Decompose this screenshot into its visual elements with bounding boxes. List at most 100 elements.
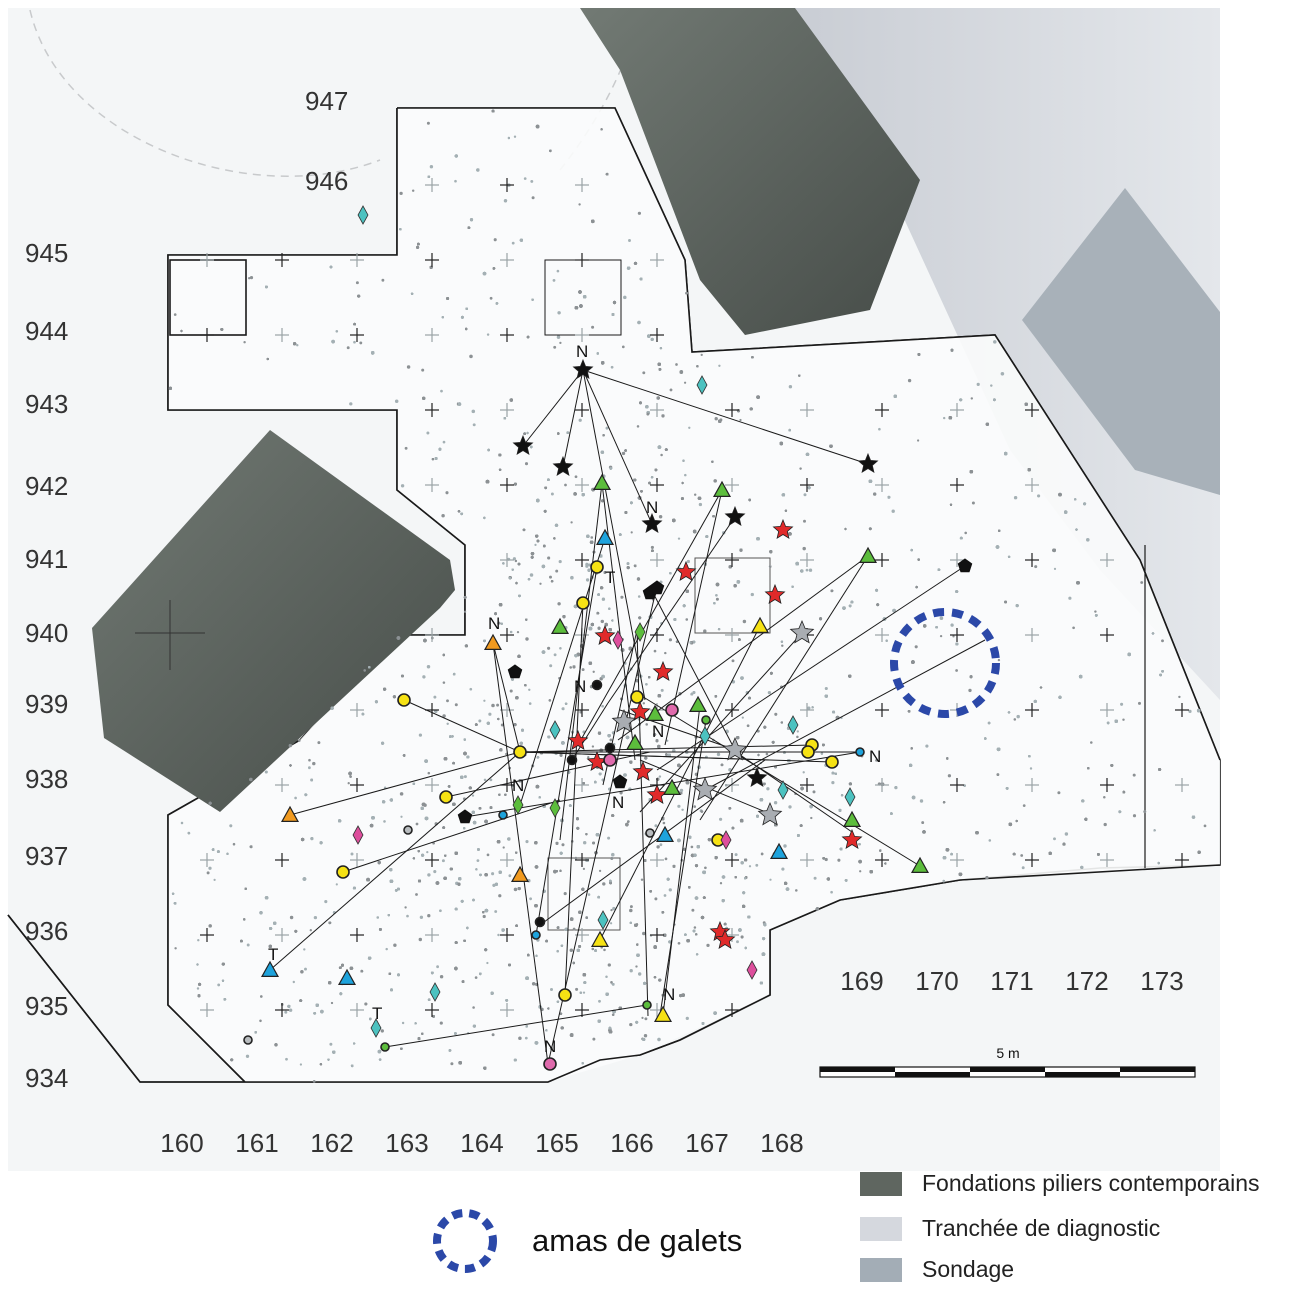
debris-dot [988, 839, 992, 842]
debris-dot [534, 543, 537, 547]
debris-dot [511, 241, 515, 245]
debris-dot [813, 876, 817, 880]
debris-dot [704, 866, 707, 870]
debris-dot [996, 773, 1000, 777]
debris-dot [621, 345, 625, 349]
debris-dot [666, 739, 669, 742]
debris-dot [1188, 709, 1192, 714]
debris-dot [415, 893, 418, 896]
debris-dot [559, 647, 562, 650]
debris-dot [248, 277, 251, 280]
debris-dot [916, 439, 920, 442]
debris-dot [638, 972, 642, 976]
debris-dot [698, 502, 703, 507]
debris-dot [528, 702, 532, 705]
debris-dot [581, 668, 585, 672]
debris-dot [742, 619, 747, 624]
foundation-pillar [92, 430, 455, 812]
debris-dot [411, 189, 415, 192]
debris-dot [173, 313, 177, 316]
debris-dot [208, 924, 212, 928]
debris-dot [294, 796, 297, 800]
debris-dot [433, 695, 437, 699]
debris-dot [621, 451, 626, 456]
debris-dot [976, 382, 980, 386]
debris-dot [491, 1033, 495, 1037]
debris-dot [740, 861, 744, 865]
debris-dot [309, 929, 312, 932]
debris-dot [658, 515, 663, 519]
debris-dot [288, 1008, 293, 1012]
debris-dot [463, 610, 467, 613]
debris-dot [579, 991, 583, 995]
debris-dot [675, 363, 678, 366]
debris-dot [939, 616, 944, 620]
debris-dot [677, 941, 681, 945]
debris-dot [715, 593, 718, 597]
debris-dot [739, 418, 742, 422]
debris-dot [491, 703, 495, 708]
debris-dot [643, 1034, 648, 1038]
debris-dot [629, 908, 633, 913]
debris-dot [640, 878, 644, 881]
debris-dot [472, 423, 476, 427]
debris-dot [582, 991, 586, 994]
debris-dot [489, 296, 493, 300]
debris-dot [426, 431, 430, 435]
debris-dot [530, 179, 534, 183]
debris-dot [513, 135, 517, 138]
debris-dot [474, 976, 478, 979]
debris-dot [471, 794, 475, 797]
debris-dot [426, 665, 431, 669]
debris-dot [308, 758, 311, 762]
debris-dot [1132, 814, 1137, 818]
debris-dot [217, 983, 221, 987]
debris-dot [1053, 837, 1056, 841]
debris-dot [570, 575, 574, 580]
debris-dot [658, 775, 662, 778]
debris-dot [486, 961, 489, 965]
debris-dot [824, 857, 828, 862]
debris-dot [421, 368, 425, 372]
debris-dot [349, 775, 352, 778]
debris-dot [259, 995, 263, 998]
debris-dot [483, 699, 486, 702]
debris-dot [476, 859, 480, 862]
debris-dot [313, 915, 318, 920]
debris-dot [500, 723, 504, 727]
debris-dot [629, 1022, 633, 1027]
debris-dot [990, 384, 993, 387]
sondage-area [1022, 188, 1220, 495]
debris-dot [997, 658, 1001, 662]
debris-dot [1037, 494, 1041, 498]
debris-dot [496, 703, 500, 707]
debris-dot [524, 1036, 528, 1040]
debris-dot [514, 559, 518, 563]
debris-dot [585, 578, 590, 582]
debris-dot [418, 937, 423, 942]
debris-dot [610, 856, 614, 860]
debris-dot [805, 568, 809, 572]
debris-dot [706, 943, 710, 948]
debris-dot [1021, 866, 1025, 870]
debris-dot [246, 943, 250, 947]
debris-dot [1132, 773, 1136, 777]
debris-dot [208, 866, 212, 870]
debris-dot [312, 761, 316, 766]
debris-dot [803, 519, 806, 523]
debris-dot [1203, 824, 1207, 828]
debris-dot [939, 634, 943, 638]
debris-dot [1057, 791, 1061, 795]
debris-dot [578, 203, 581, 206]
debris-dot [493, 238, 497, 242]
debris-dot [454, 179, 457, 183]
debris-dot [531, 982, 536, 986]
debris-dot [469, 354, 473, 359]
debris-dot [783, 844, 787, 848]
debris-dot [518, 1036, 522, 1041]
debris-dot [229, 824, 233, 828]
debris-dot [769, 878, 772, 881]
debris-dot [442, 440, 446, 444]
debris-dot [637, 595, 641, 598]
debris-dot [197, 939, 200, 942]
